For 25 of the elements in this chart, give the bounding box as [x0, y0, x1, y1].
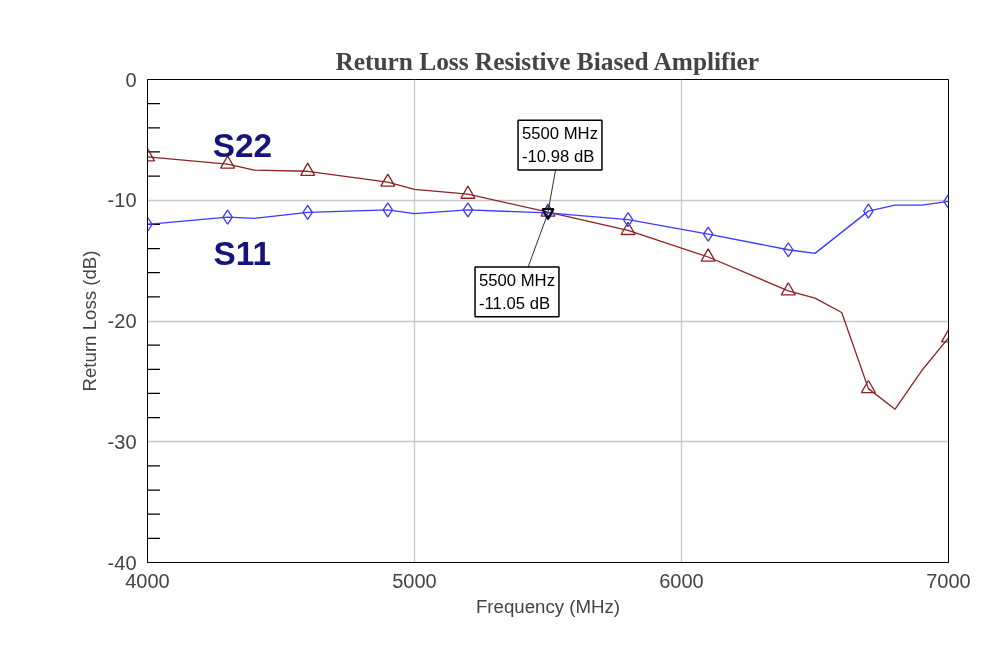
y-axis-title: Return Loss (dB) [78, 250, 100, 392]
point [702, 226, 714, 242]
series-label: S22 [212, 126, 272, 164]
point [782, 242, 794, 258]
point [382, 202, 394, 218]
y-tick-label: -10 [107, 189, 137, 212]
x-tick-label: 5000 [392, 569, 437, 592]
point [622, 211, 634, 228]
point [780, 282, 796, 296]
point [540, 203, 556, 217]
point [302, 204, 314, 220]
chart-title: Return Loss Resistive Biased Amplifier [335, 46, 760, 75]
point [860, 379, 877, 394]
series-label: S11 [213, 234, 272, 272]
point [620, 221, 636, 236]
point [700, 248, 716, 262]
annotation: 5500 MHz -10.98 dB [522, 124, 598, 166]
y-tick-label: -30 [107, 430, 137, 453]
x-tick-label: 6000 [659, 569, 704, 592]
annotation: 5500 MHz -11.05 dB [479, 271, 555, 313]
y-tick-label: -20 [107, 310, 137, 332]
x-tick-label: 7000 [926, 569, 971, 592]
y-tick-label: 0 [125, 68, 137, 91]
x-axis-title: Frequency (MHz) [475, 595, 621, 617]
point [462, 202, 474, 218]
